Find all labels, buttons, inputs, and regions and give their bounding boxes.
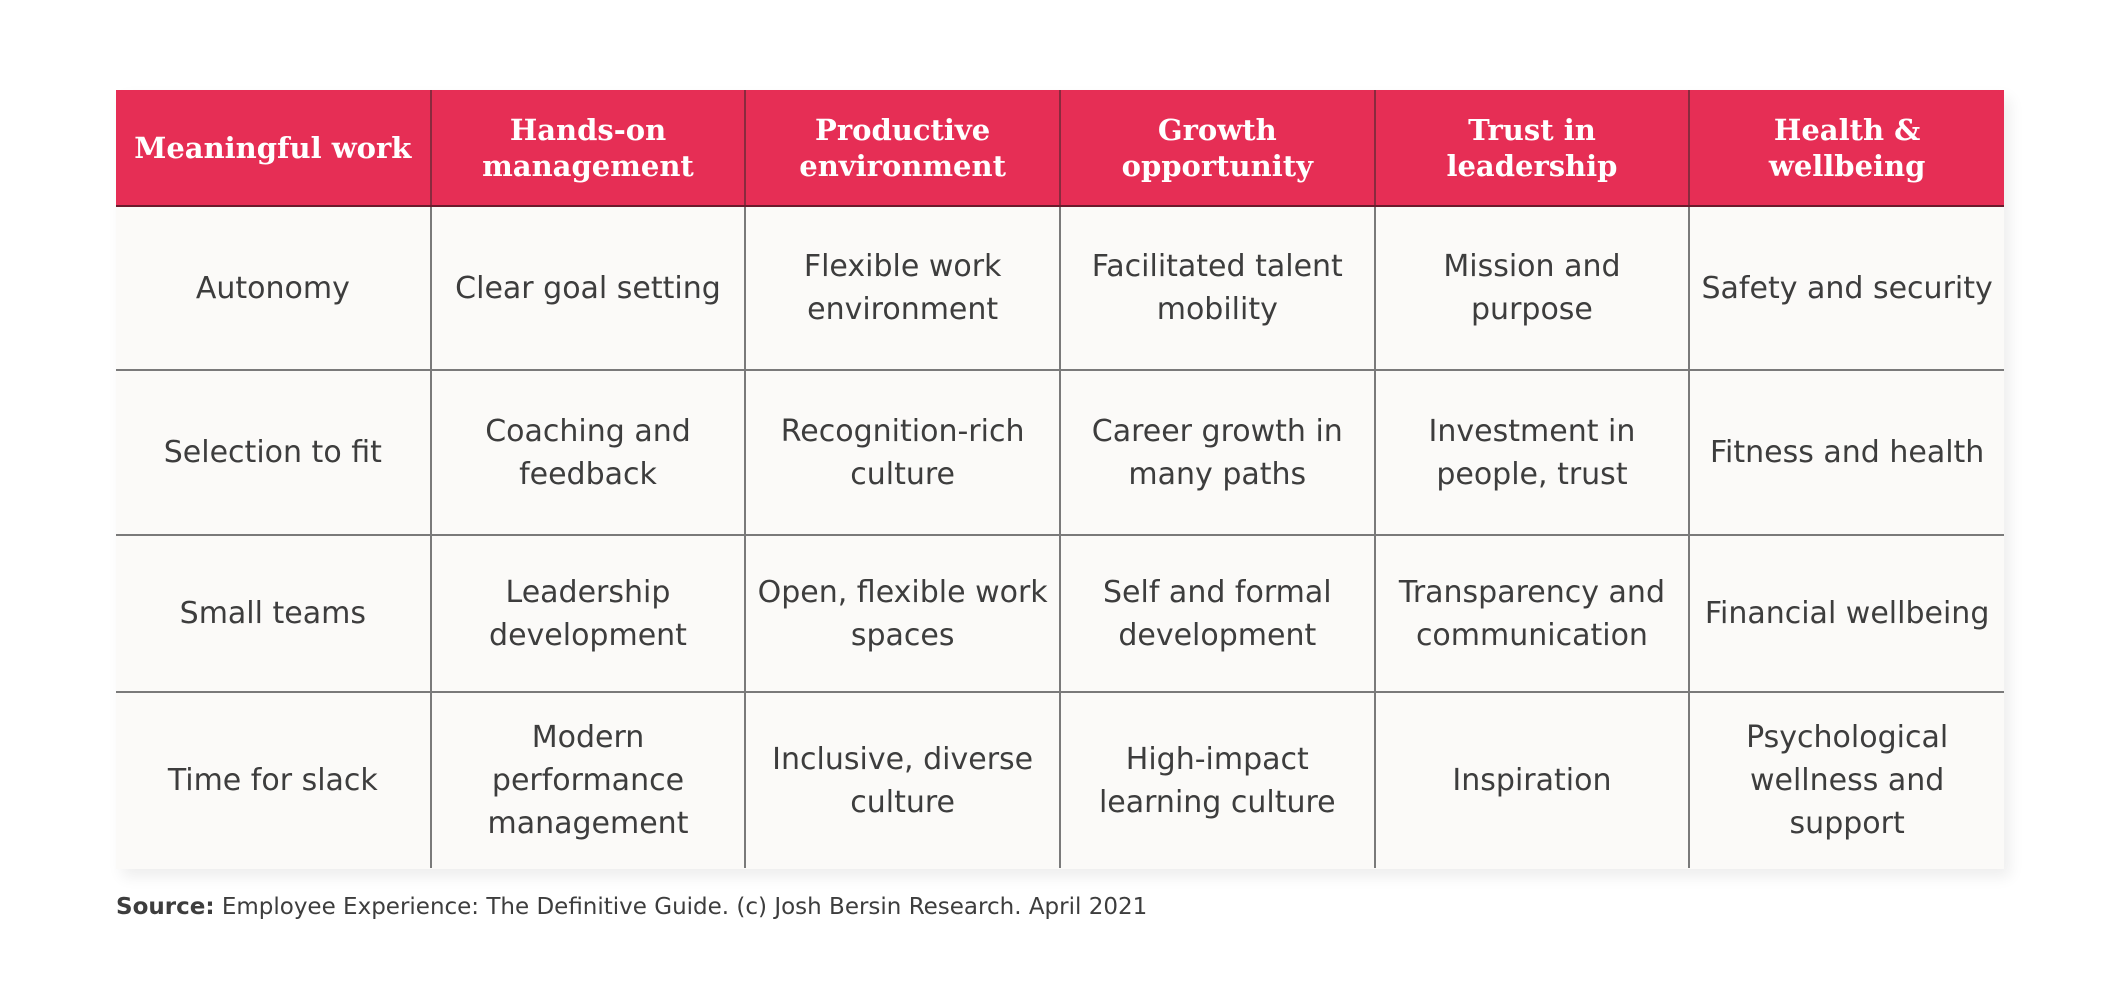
table-cell: Safety and security	[1688, 206, 2004, 371]
table-header-row: Meaningful work Hands-on management Prod…	[116, 90, 2004, 207]
header-growth-opportunity: Growth opportunity	[1058, 90, 1375, 207]
source-text: Employee Experience: The Definitive Guid…	[214, 894, 1148, 920]
employee-experience-table: Meaningful work Hands-on management Prod…	[116, 90, 2004, 869]
table-cell: Investment in people, trust	[1373, 370, 1690, 536]
table-cell: Flexible work environment	[744, 206, 1060, 371]
table-cell: Transparency and communication	[1373, 535, 1690, 693]
header-health-wellbeing: Health & wellbeing	[1688, 90, 2004, 207]
table-cell: Facilitated talent mobility	[1058, 206, 1375, 371]
table-cell: High-impact learning culture	[1058, 692, 1375, 868]
table-cell: Self and formal development	[1058, 535, 1375, 693]
table-row: Selection to fit Coaching and feedback R…	[116, 370, 2004, 536]
table-cell: Career growth in many paths	[1058, 370, 1375, 536]
table-row: Autonomy Clear goal setting Flexible wor…	[116, 206, 2004, 371]
table-cell: Mission and purpose	[1373, 206, 1690, 371]
source-label: Source:	[116, 894, 215, 920]
table-row: Time for slack Modern performance manage…	[116, 692, 2004, 868]
table-cell: Open, flexible work spaces	[744, 535, 1060, 693]
table-cell: Recognition-rich culture	[744, 370, 1060, 536]
table-cell: Leadership development	[429, 535, 746, 693]
table-cell: Selection to fit	[116, 370, 431, 536]
table-cell: Time for slack	[167, 763, 378, 798]
source-citation: Source: Employee Experience: The Definit…	[116, 894, 1147, 920]
header-productive-environment: Productive environment	[744, 90, 1060, 207]
header-meaningful-work: Meaningful work	[116, 90, 431, 207]
header-hands-on-management: Hands-on management	[429, 90, 746, 207]
table-cell: Financial wellbeing	[1688, 535, 2004, 693]
table-cell: Clear goal setting	[429, 206, 746, 371]
experience-table: Meaningful work Hands-on management Prod…	[116, 90, 2004, 868]
table-cell: Inclusive, diverse culture	[744, 692, 1060, 868]
header-trust-in-leadership: Trust in leadership	[1373, 90, 1690, 207]
table-cell: Autonomy	[116, 206, 431, 371]
table-cell: Small teams	[116, 535, 431, 693]
table-cell: Psychological wellness and support	[1688, 692, 2004, 868]
table-cell: Fitness and health	[1688, 370, 2004, 536]
table-cell: Inspiration	[1373, 692, 1690, 868]
table-cell: Modern performance management	[429, 692, 746, 868]
table-cell: Coaching and feedback	[429, 370, 746, 536]
table-row: Small teams Leadership development Open,…	[116, 535, 2004, 693]
